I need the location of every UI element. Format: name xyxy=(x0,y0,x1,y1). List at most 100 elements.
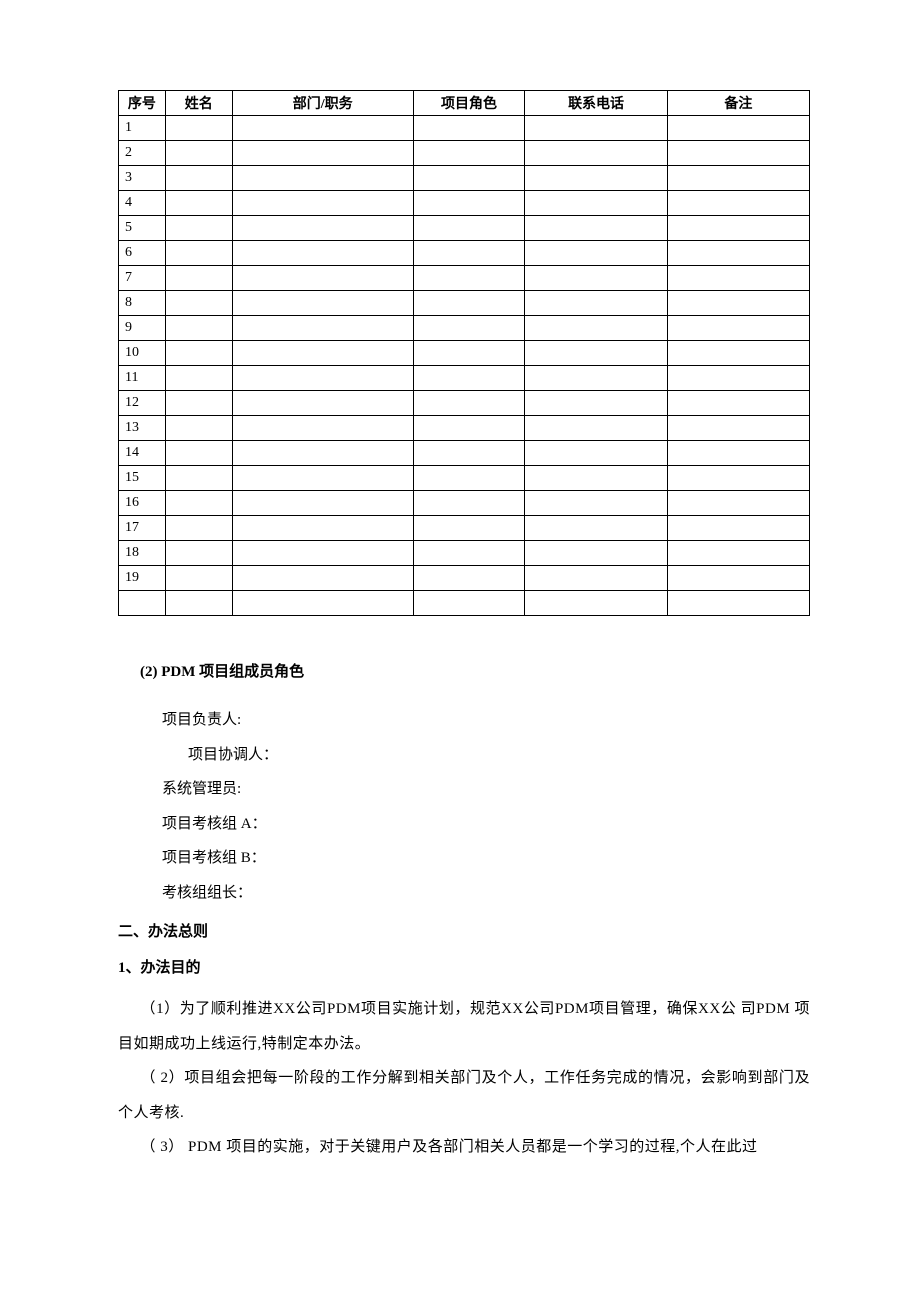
table-row: 15 xyxy=(119,466,810,491)
table-cell xyxy=(525,241,667,266)
table-cell xyxy=(525,366,667,391)
table-cell xyxy=(525,341,667,366)
table-header-row: 序号 姓名 部门/职务 项目角色 联系电话 备注 xyxy=(119,91,810,116)
table-row: 2 xyxy=(119,141,810,166)
heading-purpose: 1、办法目的 xyxy=(118,950,810,986)
table-cell xyxy=(232,516,413,541)
table-cell xyxy=(525,391,667,416)
table-cell: 10 xyxy=(119,341,166,366)
table-cell xyxy=(667,141,809,166)
table-row: 14 xyxy=(119,441,810,466)
paragraph-2: （ 2）项目组会把每一阶段的工作分解到相关部门及个人，工作任务完成的情况，会影响… xyxy=(118,1061,810,1130)
table-row: 9 xyxy=(119,316,810,341)
table-cell xyxy=(413,166,525,191)
table-cell xyxy=(413,491,525,516)
table-cell xyxy=(667,566,809,591)
table-row: 3 xyxy=(119,166,810,191)
table-cell xyxy=(413,466,525,491)
col-header-dept: 部门/职务 xyxy=(232,91,413,116)
table-cell xyxy=(165,591,232,616)
table-cell xyxy=(165,141,232,166)
table-cell xyxy=(232,266,413,291)
table-cell xyxy=(667,491,809,516)
table-cell xyxy=(165,166,232,191)
role-assess-b: 项目考核组 B： xyxy=(118,841,810,876)
role-assess-a: 项目考核组 A： xyxy=(118,807,810,842)
paragraph-1: （1）为了顺利推进XX公司PDM项目实施计划，规范XX公司PDM项目管理，确保X… xyxy=(118,992,810,1061)
table-cell: 7 xyxy=(119,266,166,291)
table-cell xyxy=(413,116,525,141)
table-cell xyxy=(525,541,667,566)
table-cell xyxy=(667,316,809,341)
table-cell xyxy=(232,141,413,166)
table-cell xyxy=(525,516,667,541)
table-cell xyxy=(413,366,525,391)
table-cell xyxy=(525,266,667,291)
table-cell: 13 xyxy=(119,416,166,441)
table-cell xyxy=(165,291,232,316)
table-row: 11 xyxy=(119,366,810,391)
table-row: 4 xyxy=(119,191,810,216)
table-cell xyxy=(413,266,525,291)
table-row: 17 xyxy=(119,516,810,541)
table-cell xyxy=(667,516,809,541)
table-cell: 9 xyxy=(119,316,166,341)
table-cell xyxy=(165,366,232,391)
table-row: 7 xyxy=(119,266,810,291)
table-cell xyxy=(525,191,667,216)
table-cell xyxy=(667,216,809,241)
table-cell xyxy=(413,541,525,566)
table-cell xyxy=(413,216,525,241)
table-cell xyxy=(232,466,413,491)
table-cell xyxy=(667,466,809,491)
role-coordinator: 项目协调人： xyxy=(118,738,810,773)
table-cell xyxy=(165,316,232,341)
table-cell xyxy=(525,416,667,441)
table-cell xyxy=(413,391,525,416)
table-cell xyxy=(165,491,232,516)
table-cell: 16 xyxy=(119,491,166,516)
table-cell xyxy=(525,216,667,241)
table-cell: 2 xyxy=(119,141,166,166)
table-cell xyxy=(232,591,413,616)
table-row: 16 xyxy=(119,491,810,516)
table-row: 5 xyxy=(119,216,810,241)
table-cell xyxy=(232,191,413,216)
table-cell xyxy=(165,566,232,591)
table-cell xyxy=(525,466,667,491)
table-cell xyxy=(667,266,809,291)
col-header-note: 备注 xyxy=(667,91,809,116)
table-cell xyxy=(667,591,809,616)
table-cell xyxy=(165,441,232,466)
table-cell: 5 xyxy=(119,216,166,241)
table-cell xyxy=(165,416,232,441)
col-header-name: 姓名 xyxy=(165,91,232,116)
table-cell: 18 xyxy=(119,541,166,566)
table-cell xyxy=(525,166,667,191)
table-cell xyxy=(667,366,809,391)
table-cell xyxy=(165,266,232,291)
table-cell xyxy=(232,216,413,241)
table-row: 6 xyxy=(119,241,810,266)
table-cell: 19 xyxy=(119,566,166,591)
table-cell: 4 xyxy=(119,191,166,216)
table-cell: 15 xyxy=(119,466,166,491)
table-cell xyxy=(232,366,413,391)
role-leader: 项目负责人: xyxy=(118,703,810,738)
table-row: 8 xyxy=(119,291,810,316)
table-cell xyxy=(232,316,413,341)
table-cell xyxy=(165,216,232,241)
table-cell xyxy=(232,566,413,591)
table-cell: 3 xyxy=(119,166,166,191)
table-cell xyxy=(413,316,525,341)
table-cell xyxy=(667,416,809,441)
table-cell: 17 xyxy=(119,516,166,541)
table-cell xyxy=(525,116,667,141)
table-cell xyxy=(525,141,667,166)
table-cell xyxy=(232,416,413,441)
table-cell xyxy=(232,116,413,141)
table-row: 12 xyxy=(119,391,810,416)
table-cell xyxy=(413,291,525,316)
table-cell xyxy=(232,291,413,316)
col-header-phone: 联系电话 xyxy=(525,91,667,116)
